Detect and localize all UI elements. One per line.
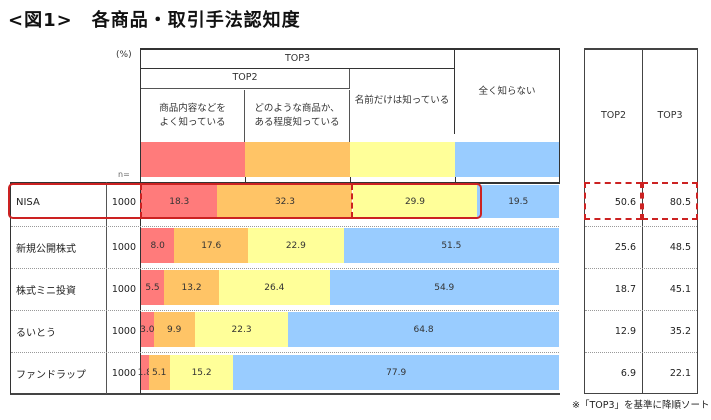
summary-top2-ipo: 25.6	[614, 242, 636, 253]
table-left-border	[10, 182, 11, 394]
segment-cat2: 5.1	[148, 355, 170, 390]
segment-cat3: 29.9	[352, 185, 478, 218]
summary-top3-ipo: 48.5	[669, 242, 691, 253]
header-top2: TOP2	[141, 69, 350, 89]
top2-dashed-marker	[351, 184, 353, 218]
summary-row-divider	[585, 268, 697, 269]
bar-ipo: 8.0 17.6 22.9 51.5	[141, 228, 559, 263]
tick	[350, 177, 351, 183]
legend-swatch-cat3	[350, 142, 455, 177]
highlight-dashed-top3	[642, 182, 698, 220]
segment-cat1: 18.3	[141, 185, 218, 218]
segment-cat4: 77.9	[233, 355, 559, 390]
segment-cat2: 17.6	[174, 228, 248, 263]
segment-cat1: 8.0	[141, 228, 175, 263]
footnote: ※「TOP3」を基準に降順ソート	[572, 400, 710, 411]
row-n-nisa: 1000	[111, 196, 136, 208]
row-n-fund-wrap: 1000	[111, 367, 136, 379]
figure-title: <図1> 各商品・取引手法認知度	[8, 10, 301, 31]
row-divider	[11, 352, 559, 353]
header-cat1-label: 商品内容などを よく知っている	[159, 102, 226, 128]
header-right-border	[559, 48, 560, 183]
row-n-ruito: 1000	[111, 326, 136, 337]
legend-swatch-cat1	[141, 142, 245, 177]
header-top2-label: TOP2	[232, 72, 258, 84]
segment-cat4: 51.5	[343, 228, 559, 263]
row-n-ipo: 1000	[111, 242, 136, 253]
summary-top2-mini-stock: 18.7	[614, 284, 636, 295]
row-divider	[11, 226, 559, 227]
segment-cat2: 9.9	[153, 312, 195, 347]
row-divider	[11, 310, 559, 311]
summary-top3-mini-stock: 45.1	[669, 284, 691, 295]
table-bottom-border	[10, 393, 560, 395]
unit-label: (%)	[116, 50, 132, 60]
row-divider	[11, 268, 559, 269]
bar-nisa: 18.3 32.3 29.9 19.5	[141, 185, 559, 218]
summary-top3-nisa: 80.5	[669, 196, 691, 208]
segment-cat2: 32.3	[217, 185, 353, 218]
legend-swatch-cat4	[455, 142, 559, 177]
summary-row-divider	[585, 226, 697, 227]
table-bar-divider	[140, 182, 141, 394]
header-cat3-label: 名前だけは知っている	[354, 95, 450, 107]
tick	[455, 177, 456, 183]
summary-top2-fund-wrap: 6.9	[620, 367, 636, 379]
segment-cat4: 54.9	[329, 270, 559, 305]
row-label-mini-stock: 株式ミニ投資	[16, 286, 76, 297]
segment-cat2: 13.2	[163, 270, 220, 305]
bar-ruito: 3.0 9.9 22.3 64.8	[140, 312, 559, 347]
header-cat2: どのような商品か、 ある程度知っている	[245, 90, 350, 142]
summary-header-top2: TOP2	[600, 110, 627, 122]
summary-row-divider	[585, 310, 697, 311]
bar-mini-stock: 5.5 13.2 26.4 54.9	[141, 270, 559, 305]
highlight-box-nisa	[8, 183, 482, 219]
row-label-ruito: るいとう	[16, 328, 56, 339]
header-cat3: 名前だけは知っている	[350, 69, 455, 134]
header-top-border	[140, 48, 560, 50]
header-cat2-label: どのような商品か、 ある程度知っている	[254, 102, 340, 128]
tick	[245, 177, 246, 183]
segment-cat1: 5.5	[141, 270, 164, 305]
table-n-divider	[106, 182, 107, 394]
n-label: n=	[118, 170, 130, 179]
header-top3-label: TOP3	[284, 52, 311, 64]
row-label-fund-wrap: ファンドラップ	[16, 369, 86, 381]
highlight-dashed-top2	[584, 182, 642, 220]
summary-top3-ruito: 35.2	[669, 326, 691, 337]
summary-top3-fund-wrap: 22.1	[669, 367, 691, 379]
segment-cat1: 3.0	[140, 312, 154, 347]
row-label-ipo: 新規公開株式	[16, 244, 76, 255]
header-cat4-label: 全く知らない	[478, 86, 536, 98]
segment-cat3: 22.3	[194, 312, 289, 347]
bar-fund-wrap: 1.8 5.1 15.2 77.9	[138, 355, 559, 390]
summary-col-divider	[642, 48, 643, 394]
header-cat1: 商品内容などを よく知っている	[141, 90, 245, 142]
segment-cat4: 64.8	[288, 312, 559, 347]
summary-table	[584, 48, 698, 394]
summary-header-top3: TOP3	[657, 110, 683, 122]
header-cat4: 全く知らない	[455, 50, 559, 135]
segment-cat3: 15.2	[169, 355, 234, 390]
header-left-border	[140, 48, 141, 183]
row-n-mini-stock: 1000	[111, 284, 136, 295]
header-top3: TOP3	[141, 50, 455, 69]
row-label-nisa: NISA	[16, 196, 40, 208]
segment-cat1: 1.8	[138, 355, 152, 390]
segment-cat4: 19.5	[477, 185, 559, 218]
top2-dashed-marker	[140, 184, 142, 218]
summary-row-divider	[585, 352, 697, 353]
legend-swatch-cat2	[245, 142, 350, 177]
summary-top2-ruito: 12.9	[614, 326, 636, 337]
segment-cat3: 22.9	[248, 228, 344, 263]
segment-cat3: 26.4	[219, 270, 330, 305]
summary-top2-nisa: 50.6	[614, 196, 636, 208]
